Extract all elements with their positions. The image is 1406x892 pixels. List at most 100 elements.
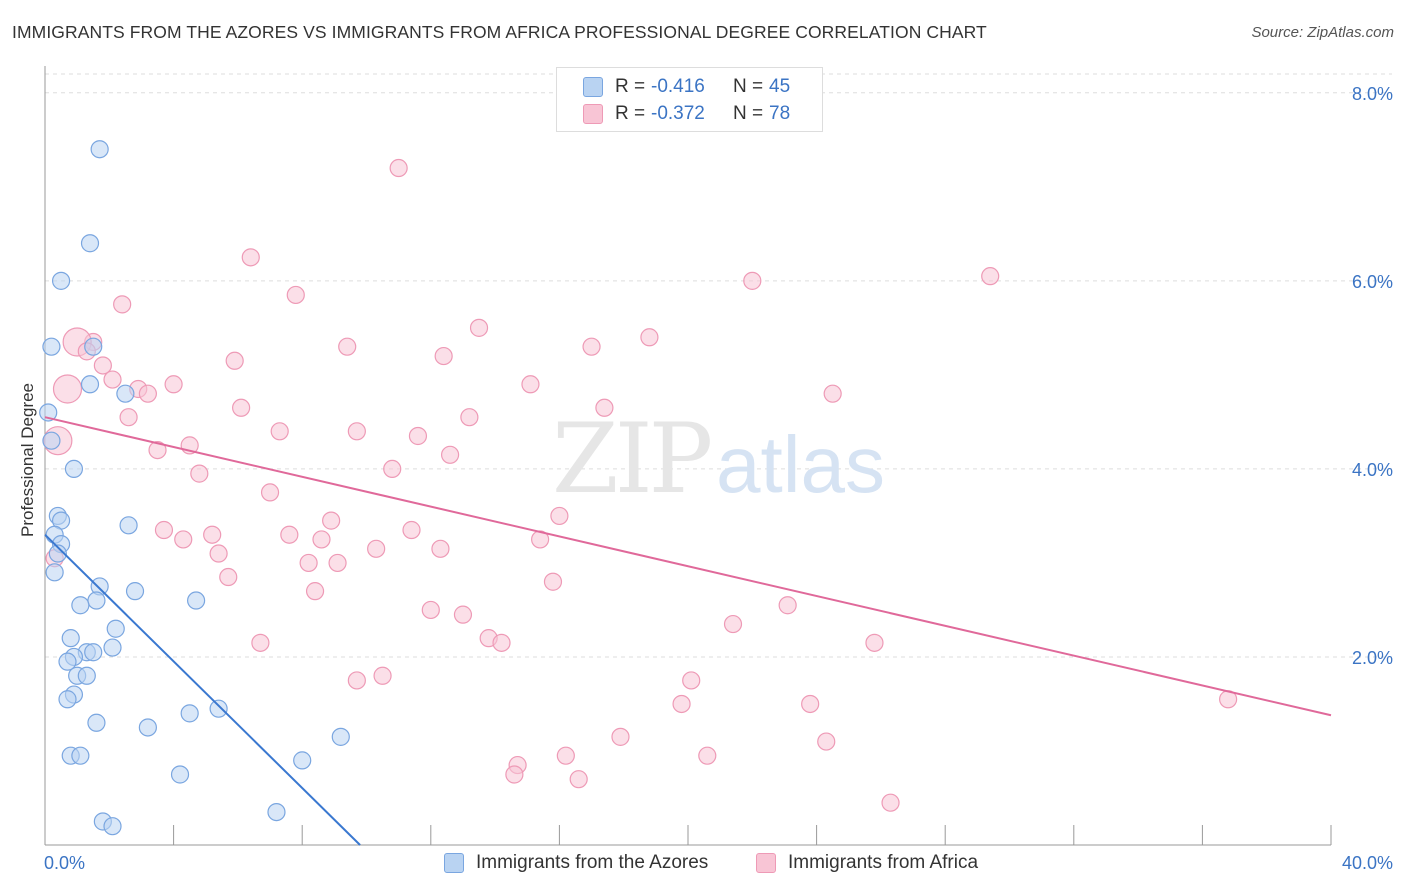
- africa-point: [743, 271, 762, 290]
- africa-point: [225, 351, 244, 370]
- africa-point: [280, 525, 299, 544]
- africa-point: [322, 511, 341, 530]
- africa-point: [328, 553, 347, 573]
- africa-point: [460, 408, 479, 427]
- azores-point: [48, 544, 67, 563]
- africa-point: [611, 727, 630, 746]
- africa-point: [338, 337, 357, 356]
- azores-point: [42, 337, 61, 356]
- axes: [44, 66, 1332, 846]
- azores-point: [116, 384, 135, 403]
- legend-r-value: -0.372: [651, 103, 705, 124]
- africa-point: [550, 506, 569, 526]
- y-tick-label: 8.0%: [1352, 84, 1393, 104]
- legend-r-label: R =: [615, 103, 646, 124]
- africa-point: [52, 374, 83, 404]
- africa-point: [305, 582, 325, 601]
- africa-point: [103, 370, 122, 389]
- africa-point: [347, 671, 366, 690]
- africa-point: [865, 633, 884, 652]
- africa-point: [113, 295, 132, 314]
- africa-point: [190, 464, 209, 483]
- azores-point: [125, 582, 145, 601]
- africa-point: [434, 346, 453, 366]
- africa-point: [582, 337, 601, 356]
- africa-point: [682, 671, 701, 690]
- azores-point: [209, 699, 228, 718]
- y-axis-label: Professional Degree: [18, 382, 37, 538]
- y-tick-label: 6.0%: [1352, 272, 1393, 292]
- africa-point: [521, 375, 540, 394]
- azores-points: [39, 140, 350, 836]
- africa-point: [270, 422, 289, 441]
- azores-point: [58, 652, 77, 671]
- grid-lines: [45, 73, 1392, 658]
- legend-swatch-africa: [583, 104, 603, 124]
- azores-point: [71, 746, 90, 765]
- africa-point: [556, 746, 575, 765]
- africa-point: [260, 483, 280, 502]
- africa-point: [383, 459, 402, 479]
- azores-point: [39, 403, 58, 422]
- tick-labels: 2.0% 4.0% 6.0% 8.0% 0.0% 40.0%: [44, 84, 1393, 873]
- azores-point: [45, 563, 64, 582]
- africa-point: [389, 158, 408, 178]
- azores-point: [293, 751, 312, 770]
- africa-point: [241, 248, 260, 267]
- africa-point: [440, 445, 460, 464]
- africa-point: [492, 633, 511, 652]
- azores-point: [138, 718, 157, 737]
- source-label: Source: ZipAtlas.com: [1251, 24, 1394, 41]
- africa-point: [93, 356, 112, 375]
- africa-point: [543, 572, 563, 591]
- bottom-legend-label-azores: Immigrants from the Azores: [476, 852, 709, 873]
- africa-point: [823, 384, 842, 403]
- africa-point: [148, 440, 167, 460]
- azores-point: [71, 596, 90, 615]
- legend-swatch-azores: [583, 77, 603, 97]
- azores-trend-line: [44, 534, 361, 846]
- africa-point: [881, 793, 900, 812]
- africa-point: [299, 553, 318, 573]
- africa-point: [402, 520, 421, 540]
- azores-point: [106, 619, 125, 638]
- bottom-legend-azores: Immigrants from the Azores: [444, 852, 708, 874]
- africa-point: [421, 600, 440, 620]
- africa-point: [286, 285, 305, 305]
- azores-point: [42, 431, 61, 450]
- trend-lines: [44, 416, 1332, 846]
- azores-point: [180, 704, 199, 723]
- africa-point: [569, 770, 588, 789]
- africa-point: [640, 328, 659, 347]
- africa-point: [801, 694, 820, 714]
- africa-point: [431, 539, 450, 558]
- africa-point: [232, 398, 251, 417]
- legend-n-label: N =: [733, 103, 764, 124]
- y-tick-label: 4.0%: [1352, 460, 1393, 480]
- africa-point: [723, 614, 743, 634]
- azores-point: [90, 140, 109, 159]
- africa-trend-line: [44, 416, 1332, 717]
- watermark-atlas: atlas: [716, 420, 885, 509]
- bottom-legend-africa: Immigrants from Africa: [756, 852, 978, 874]
- chart-title: IMMIGRANTS FROM THE AZORES VS IMMIGRANTS…: [12, 22, 987, 42]
- azores-point: [77, 666, 96, 685]
- africa-point: [778, 596, 797, 615]
- africa-point: [469, 318, 489, 337]
- africa-point: [154, 520, 174, 540]
- africa-point: [698, 746, 717, 765]
- azores-point: [80, 375, 100, 394]
- africa-point: [981, 267, 1000, 286]
- azores-point: [87, 713, 106, 732]
- azores-point: [103, 817, 122, 836]
- azores-point: [103, 638, 122, 657]
- africa-point: [408, 426, 428, 446]
- y-tick-label: 2.0%: [1352, 648, 1393, 668]
- x-tick-label: 40.0%: [1342, 853, 1393, 873]
- legend: R = -0.416 N = 45 R = -0.372 N = 78: [556, 67, 823, 132]
- legend-n-value: 45: [769, 76, 791, 97]
- azores-point: [187, 591, 206, 610]
- africa-point: [817, 732, 836, 751]
- africa-point: [453, 605, 473, 624]
